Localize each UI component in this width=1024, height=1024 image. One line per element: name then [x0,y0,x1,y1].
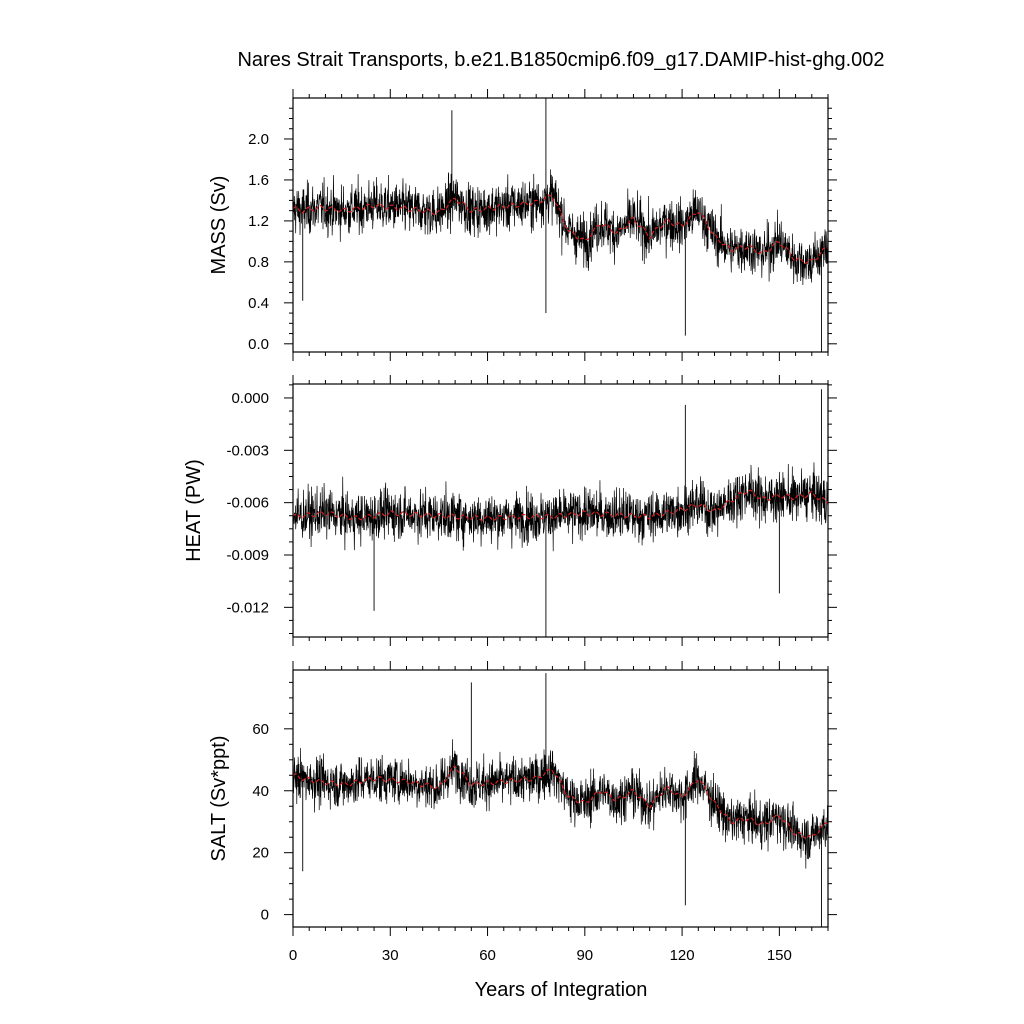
x-tick-label: 30 [382,947,399,964]
y-axis-label: SALT (Sv*ppt) [208,736,230,862]
y-tick-label: 40 [252,783,269,800]
y-tick-label: -0.012 [226,599,269,616]
x-tick-label: 90 [576,947,593,964]
x-tick-label: 120 [670,947,695,964]
y-tick-label: 0.8 [248,254,269,271]
x-tick-label: 60 [479,947,496,964]
x-axis-label: Years of Integration [475,979,648,1001]
y-axis-label: HEAT (PW) [183,459,205,562]
x-tick-label: 0 [289,947,297,964]
y-tick-label: -0.003 [226,442,269,459]
panel-heat: 0.000 -0.003 -0.006 -0.009 -0.012 HEAT (PW) [183,375,837,646]
panel-mass: 0.0 0.4 0.8 1.2 1.6 2.0 MASS (Sv) [208,89,837,361]
y-axis-label: MASS (Sv) [208,176,230,275]
plot-frame [292,383,829,638]
x-tick-label: 150 [767,947,792,964]
y-tick-label: 0.000 [231,390,269,407]
plot-frame [292,97,829,353]
y-tick-label: -0.009 [226,547,269,564]
panel-salt: 0 20 40 60 0 30 60 90 120 150 SALT (Sv*ppt) [208,661,837,964]
y-tick-label: 20 [252,845,269,862]
panels: 0.0 0.4 0.8 1.2 1.6 2.0 MASS (Sv) 0.000 -0.003 -0… [183,89,837,964]
y-tick-label: 1.6 [248,172,269,189]
smoothed-series-line [293,194,828,265]
plot-frame [292,669,829,928]
chart-title: Nares Strait Transports, b.e21.B1850cmip… [237,49,884,71]
y-tick-label: 2.0 [248,131,269,148]
smoothed-series-line [293,489,828,521]
raw-series-line [293,739,828,869]
y-tick-label: 0 [261,907,269,924]
raw-series-line [293,462,828,552]
y-tick-label: 60 [252,721,269,738]
smoothed-series-line [293,765,828,839]
y-tick-label: -0.006 [226,495,269,512]
raw-series-line [293,169,828,286]
y-tick-label: 0.4 [248,295,269,312]
y-tick-label: 1.2 [248,213,269,230]
y-tick-label: 0.0 [248,336,269,353]
